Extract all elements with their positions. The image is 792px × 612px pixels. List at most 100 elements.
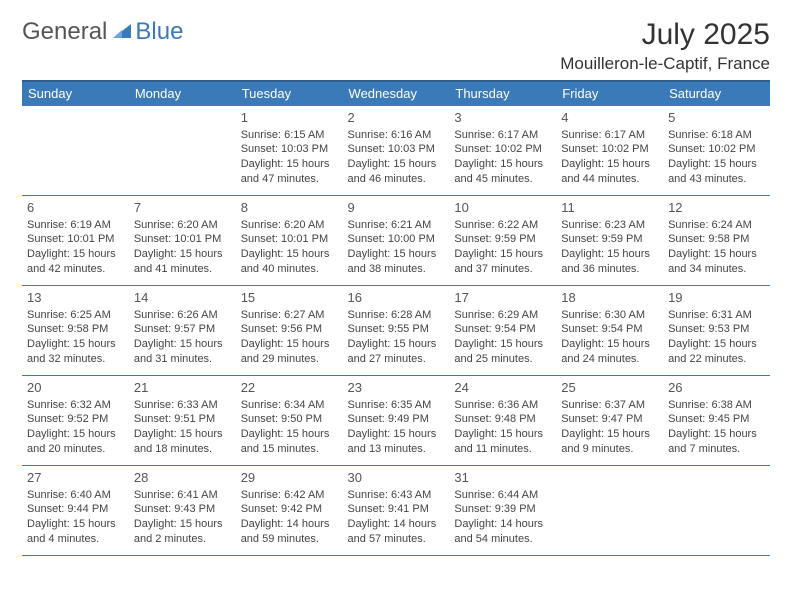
sunset-text: Sunset: 9:54 PM [561, 322, 658, 337]
calendar-day-cell: 4Sunrise: 6:17 AMSunset: 10:02 PMDayligh… [556, 106, 663, 196]
calendar-day-cell: 25Sunrise: 6:37 AMSunset: 9:47 PMDayligh… [556, 376, 663, 466]
calendar-day-cell: 10Sunrise: 6:22 AMSunset: 9:59 PMDayligh… [449, 196, 556, 286]
sunset-text: Sunset: 9:52 PM [27, 412, 124, 427]
sunset-text: Sunset: 9:59 PM [561, 232, 658, 247]
logo-word-2: Blue [135, 18, 183, 46]
sunrise-text: Sunrise: 6:41 AM [134, 488, 231, 503]
sunset-text: Sunset: 9:48 PM [454, 412, 551, 427]
calendar-day-cell: 31Sunrise: 6:44 AMSunset: 9:39 PMDayligh… [449, 466, 556, 556]
day-number: 1 [241, 109, 338, 127]
sunset-text: Sunset: 10:01 PM [134, 232, 231, 247]
calendar-day-cell: 5Sunrise: 6:18 AMSunset: 10:02 PMDayligh… [663, 106, 770, 196]
sunrise-text: Sunrise: 6:34 AM [241, 398, 338, 413]
calendar-day-cell [663, 466, 770, 556]
calendar-week-row: 27Sunrise: 6:40 AMSunset: 9:44 PMDayligh… [22, 466, 770, 556]
sunrise-text: Sunrise: 6:33 AM [134, 398, 231, 413]
daylight-text: Daylight: 15 hours and 4 minutes. [27, 517, 124, 547]
sunset-text: Sunset: 10:00 PM [348, 232, 445, 247]
daylight-text: Daylight: 15 hours and 24 minutes. [561, 337, 658, 367]
calendar-day-cell: 30Sunrise: 6:43 AMSunset: 9:41 PMDayligh… [343, 466, 450, 556]
calendar-week-row: 20Sunrise: 6:32 AMSunset: 9:52 PMDayligh… [22, 376, 770, 466]
calendar-day-cell: 29Sunrise: 6:42 AMSunset: 9:42 PMDayligh… [236, 466, 343, 556]
sunrise-text: Sunrise: 6:20 AM [241, 218, 338, 233]
calendar-day-cell: 18Sunrise: 6:30 AMSunset: 9:54 PMDayligh… [556, 286, 663, 376]
sunset-text: Sunset: 9:53 PM [668, 322, 765, 337]
calendar-day-cell: 8Sunrise: 6:20 AMSunset: 10:01 PMDayligh… [236, 196, 343, 286]
calendar-day-cell: 17Sunrise: 6:29 AMSunset: 9:54 PMDayligh… [449, 286, 556, 376]
sunrise-text: Sunrise: 6:44 AM [454, 488, 551, 503]
day-number: 20 [27, 379, 124, 397]
daylight-text: Daylight: 15 hours and 32 minutes. [27, 337, 124, 367]
day-number: 14 [134, 289, 231, 307]
day-number: 5 [668, 109, 765, 127]
sunset-text: Sunset: 9:58 PM [27, 322, 124, 337]
day-number: 12 [668, 199, 765, 217]
calendar-day-cell: 19Sunrise: 6:31 AMSunset: 9:53 PMDayligh… [663, 286, 770, 376]
sunrise-text: Sunrise: 6:15 AM [241, 128, 338, 143]
calendar-day-cell: 13Sunrise: 6:25 AMSunset: 9:58 PMDayligh… [22, 286, 129, 376]
sunrise-text: Sunrise: 6:18 AM [668, 128, 765, 143]
sunrise-text: Sunrise: 6:31 AM [668, 308, 765, 323]
calendar-day-cell [129, 106, 236, 196]
sunset-text: Sunset: 9:54 PM [454, 322, 551, 337]
calendar-day-cell: 16Sunrise: 6:28 AMSunset: 9:55 PMDayligh… [343, 286, 450, 376]
calendar-day-cell: 22Sunrise: 6:34 AMSunset: 9:50 PMDayligh… [236, 376, 343, 466]
sunrise-text: Sunrise: 6:37 AM [561, 398, 658, 413]
day-number: 6 [27, 199, 124, 217]
sunrise-text: Sunrise: 6:43 AM [348, 488, 445, 503]
sunset-text: Sunset: 9:57 PM [134, 322, 231, 337]
sunrise-text: Sunrise: 6:26 AM [134, 308, 231, 323]
daylight-text: Daylight: 15 hours and 22 minutes. [668, 337, 765, 367]
sunrise-text: Sunrise: 6:42 AM [241, 488, 338, 503]
daylight-text: Daylight: 15 hours and 42 minutes. [27, 247, 124, 277]
daylight-text: Daylight: 15 hours and 13 minutes. [348, 427, 445, 457]
weekday-header: Thursday [449, 81, 556, 106]
calendar-day-cell: 2Sunrise: 6:16 AMSunset: 10:03 PMDayligh… [343, 106, 450, 196]
day-number: 17 [454, 289, 551, 307]
calendar-day-cell: 23Sunrise: 6:35 AMSunset: 9:49 PMDayligh… [343, 376, 450, 466]
sunrise-text: Sunrise: 6:29 AM [454, 308, 551, 323]
sunset-text: Sunset: 9:55 PM [348, 322, 445, 337]
weekday-header: Sunday [22, 81, 129, 106]
sunset-text: Sunset: 10:01 PM [27, 232, 124, 247]
title-block: July 2025 Mouilleron-le-Captif, France [560, 18, 770, 74]
day-number: 23 [348, 379, 445, 397]
sunrise-text: Sunrise: 6:17 AM [454, 128, 551, 143]
day-number: 26 [668, 379, 765, 397]
daylight-text: Daylight: 14 hours and 59 minutes. [241, 517, 338, 547]
sunset-text: Sunset: 9:44 PM [27, 502, 124, 517]
sunrise-text: Sunrise: 6:20 AM [134, 218, 231, 233]
calendar-day-cell: 27Sunrise: 6:40 AMSunset: 9:44 PMDayligh… [22, 466, 129, 556]
day-number: 3 [454, 109, 551, 127]
page-title: July 2025 [560, 18, 770, 52]
sunset-text: Sunset: 9:47 PM [561, 412, 658, 427]
daylight-text: Daylight: 15 hours and 25 minutes. [454, 337, 551, 367]
daylight-text: Daylight: 14 hours and 57 minutes. [348, 517, 445, 547]
sunset-text: Sunset: 9:59 PM [454, 232, 551, 247]
day-number: 22 [241, 379, 338, 397]
daylight-text: Daylight: 15 hours and 45 minutes. [454, 157, 551, 187]
calendar-day-cell: 24Sunrise: 6:36 AMSunset: 9:48 PMDayligh… [449, 376, 556, 466]
header: General Blue July 2025 Mouilleron-le-Cap… [22, 18, 770, 74]
daylight-text: Daylight: 15 hours and 40 minutes. [241, 247, 338, 277]
sunset-text: Sunset: 10:02 PM [561, 142, 658, 157]
sunset-text: Sunset: 10:02 PM [454, 142, 551, 157]
calendar-day-cell: 12Sunrise: 6:24 AMSunset: 9:58 PMDayligh… [663, 196, 770, 286]
sunrise-text: Sunrise: 6:35 AM [348, 398, 445, 413]
sunrise-text: Sunrise: 6:30 AM [561, 308, 658, 323]
daylight-text: Daylight: 15 hours and 38 minutes. [348, 247, 445, 277]
daylight-text: Daylight: 15 hours and 2 minutes. [134, 517, 231, 547]
sunrise-text: Sunrise: 6:19 AM [27, 218, 124, 233]
weekday-header: Saturday [663, 81, 770, 106]
day-number: 16 [348, 289, 445, 307]
day-number: 15 [241, 289, 338, 307]
day-number: 2 [348, 109, 445, 127]
day-number: 9 [348, 199, 445, 217]
day-number: 19 [668, 289, 765, 307]
day-number: 27 [27, 469, 124, 487]
daylight-text: Daylight: 15 hours and 7 minutes. [668, 427, 765, 457]
logo-word-1: General [22, 18, 107, 46]
sunset-text: Sunset: 9:51 PM [134, 412, 231, 427]
day-number: 10 [454, 199, 551, 217]
sunset-text: Sunset: 9:56 PM [241, 322, 338, 337]
